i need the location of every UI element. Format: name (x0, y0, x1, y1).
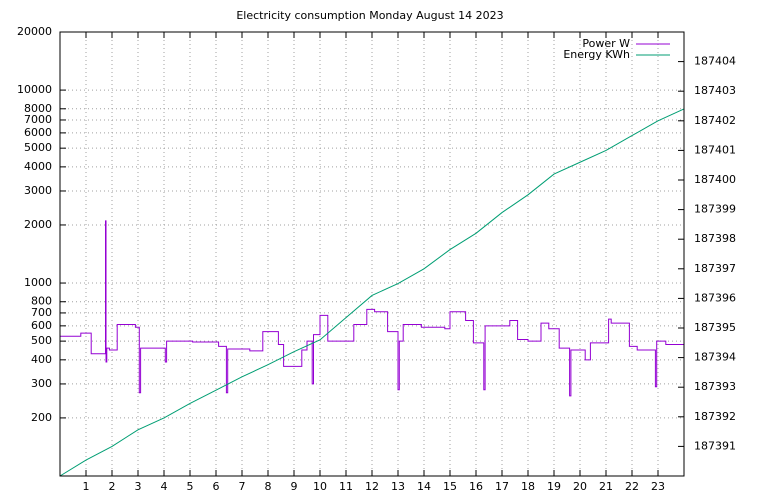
x-tick-label: 7 (239, 480, 246, 493)
y2-tick-label: 187393 (694, 380, 736, 393)
y-tick-label: 6000 (24, 126, 52, 139)
x-tick-label: 19 (547, 480, 561, 493)
y-tick-label: 4000 (24, 160, 52, 173)
y-tick-label: 400 (31, 353, 52, 366)
y-tick-label: 500 (31, 334, 52, 347)
x-tick-label: 21 (599, 480, 613, 493)
x-tick-label: 5 (187, 480, 194, 493)
x-tick-label: 23 (651, 480, 665, 493)
y2-tick-label: 187403 (694, 84, 736, 97)
y2-tick-label: 187392 (694, 410, 736, 423)
y-tick-label: 7000 (24, 113, 52, 126)
y2-tick-label: 187391 (694, 439, 736, 452)
x-tick-label: 14 (417, 480, 431, 493)
x-tick-label: 15 (443, 480, 457, 493)
y-tick-label: 10000 (17, 83, 52, 96)
y2-tick-label: 187399 (694, 203, 736, 216)
legend-label: Power W (582, 37, 630, 50)
x-tick-label: 12 (365, 480, 379, 493)
y-tick-label: 3000 (24, 184, 52, 197)
y2-tick-label: 187401 (694, 143, 736, 156)
y-tick-label: 700 (31, 306, 52, 319)
x-tick-label: 22 (625, 480, 639, 493)
series-line (60, 220, 684, 397)
y-tick-label: 600 (31, 319, 52, 332)
y2-tick-label: 187396 (694, 291, 736, 304)
x-tick-label: 18 (521, 480, 535, 493)
y-tick-label: 8000 (24, 102, 52, 115)
y-tick-label: 1000 (24, 276, 52, 289)
x-tick-label: 16 (469, 480, 483, 493)
y2-tick-label: 187402 (694, 114, 736, 127)
y-tick-label: 800 (31, 295, 52, 308)
chart-title: Electricity consumption Monday August 14… (236, 9, 503, 22)
y2-tick-label: 187397 (694, 262, 736, 275)
y2-tick-label: 187404 (694, 55, 736, 68)
x-tick-label: 3 (135, 480, 142, 493)
x-tick-label: 1 (83, 480, 90, 493)
y-tick-label: 20000 (17, 25, 52, 38)
x-tick-label: 10 (313, 480, 327, 493)
series-line (59, 108, 685, 477)
plot-area: 1 2 3 4 5 6 7 8 9 10 11 12 13 14 15 16 17 18 19 20 21 22 23200… (17, 25, 736, 493)
x-tick-label: 9 (291, 480, 298, 493)
y-tick-label: 2000 (24, 218, 52, 231)
x-tick-label: 13 (391, 480, 405, 493)
x-tick-label: 17 (495, 480, 509, 493)
y2-tick-label: 187395 (694, 321, 736, 334)
x-tick-label: 20 (573, 480, 587, 493)
y-tick-label: 300 (31, 377, 52, 390)
legend-label: Energy KWh (563, 48, 630, 61)
plot-border (59, 31, 685, 477)
y2-tick-label: 187394 (694, 351, 736, 364)
y2-tick-label: 187400 (694, 173, 736, 186)
y-tick-label: 5000 (24, 141, 52, 154)
x-tick-label: 6 (213, 480, 220, 493)
y-tick-label: 200 (31, 411, 52, 424)
x-tick-label: 11 (339, 480, 353, 493)
x-tick-label: 2 (109, 480, 116, 493)
y2-tick-label: 187398 (694, 232, 736, 245)
x-tick-label: 4 (161, 480, 168, 493)
x-tick-label: 8 (265, 480, 272, 493)
